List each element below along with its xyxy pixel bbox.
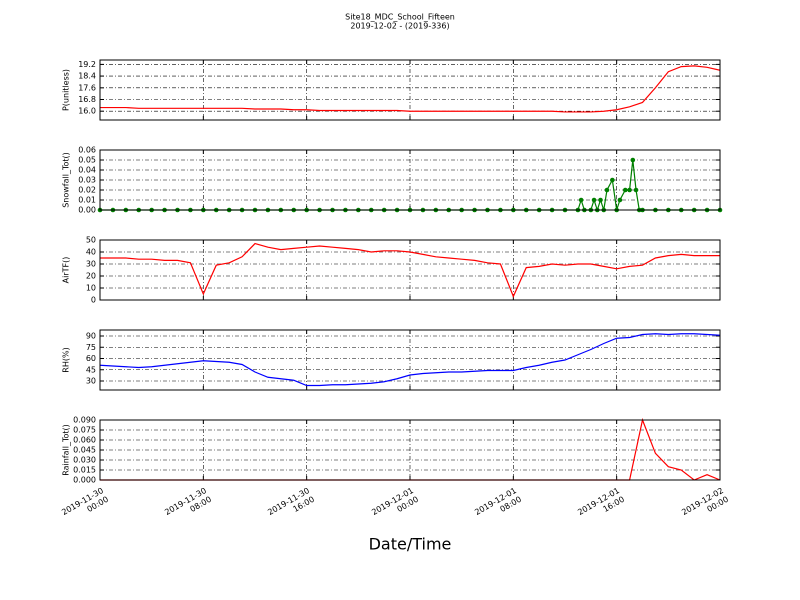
- y-tick-label: 16.8: [78, 95, 96, 104]
- data-point: [591, 197, 597, 203]
- y-tick-label: 0.060: [73, 436, 96, 445]
- y-axis-label: RH(%): [62, 347, 71, 372]
- plot-frame: [99, 59, 721, 121]
- y-tick-label: 0.04: [78, 166, 96, 175]
- y-tick-label: 20: [86, 272, 96, 281]
- data-point: [633, 187, 639, 193]
- y-tick-label: 90: [86, 332, 96, 341]
- y-tick-label: 16.0: [78, 107, 96, 116]
- data-point: [617, 197, 623, 203]
- y-tick-label: 0.090: [73, 416, 96, 425]
- y-tick-label: 30: [86, 377, 96, 386]
- data-point: [630, 157, 636, 163]
- data-point: [610, 177, 615, 183]
- chart-subtitle: 2019-12-02 - (2019-336): [350, 22, 449, 31]
- x-axis-label: Date/Time: [369, 535, 452, 554]
- y-tick-label: 10: [86, 284, 96, 293]
- data-line: [99, 333, 721, 387]
- data-point: [598, 197, 603, 203]
- y-tick-label: 50: [86, 236, 96, 245]
- y-tick-label: 0.01: [78, 196, 96, 205]
- y-tick-label: 0.045: [73, 446, 96, 455]
- y-tick-label: 60: [86, 354, 96, 363]
- y-axis-label: AirTF(): [62, 257, 71, 284]
- y-tick-label: 45: [86, 365, 96, 374]
- data-point: [622, 187, 628, 193]
- data-point: [604, 187, 610, 193]
- y-tick-label: 75: [86, 343, 96, 352]
- y-axis-label: Snowfall_Tot(): [62, 152, 71, 208]
- y-tick-label: 0.030: [73, 456, 96, 465]
- data-line: [100, 65, 721, 113]
- y-tick-label: 0.015: [73, 466, 96, 475]
- plot-frame: [99, 419, 721, 481]
- plot-frame: [99, 149, 721, 211]
- y-tick-label: 0.03: [78, 176, 96, 185]
- data-line: [100, 159, 720, 212]
- y-axis-label: Rainfall_Tot(): [62, 424, 71, 476]
- y-tick-label: 18.4: [78, 72, 96, 81]
- y-tick-label: 0.02: [78, 186, 96, 195]
- y-tick-label: 0: [91, 296, 96, 305]
- data-point: [578, 197, 584, 203]
- y-tick-label: 0.075: [73, 426, 96, 435]
- chart-title: Site18_MDC_School_Fifteen: [345, 13, 455, 22]
- y-tick-label: 0.00: [78, 206, 96, 215]
- y-axis-label: P(unitless): [62, 69, 71, 111]
- y-tick-label: 19.2: [78, 60, 96, 69]
- plot-frame: [99, 329, 721, 391]
- y-tick-label: 17.6: [78, 83, 96, 92]
- y-tick-label: 0.06: [78, 146, 96, 155]
- y-tick-label: 40: [86, 248, 96, 257]
- y-tick-label: 0.05: [78, 156, 96, 165]
- plot-frame: [99, 239, 721, 301]
- data-point: [627, 187, 632, 193]
- y-tick-label: 30: [86, 260, 96, 269]
- y-tick-label: 0.000: [73, 476, 96, 485]
- data-line: [100, 242, 720, 298]
